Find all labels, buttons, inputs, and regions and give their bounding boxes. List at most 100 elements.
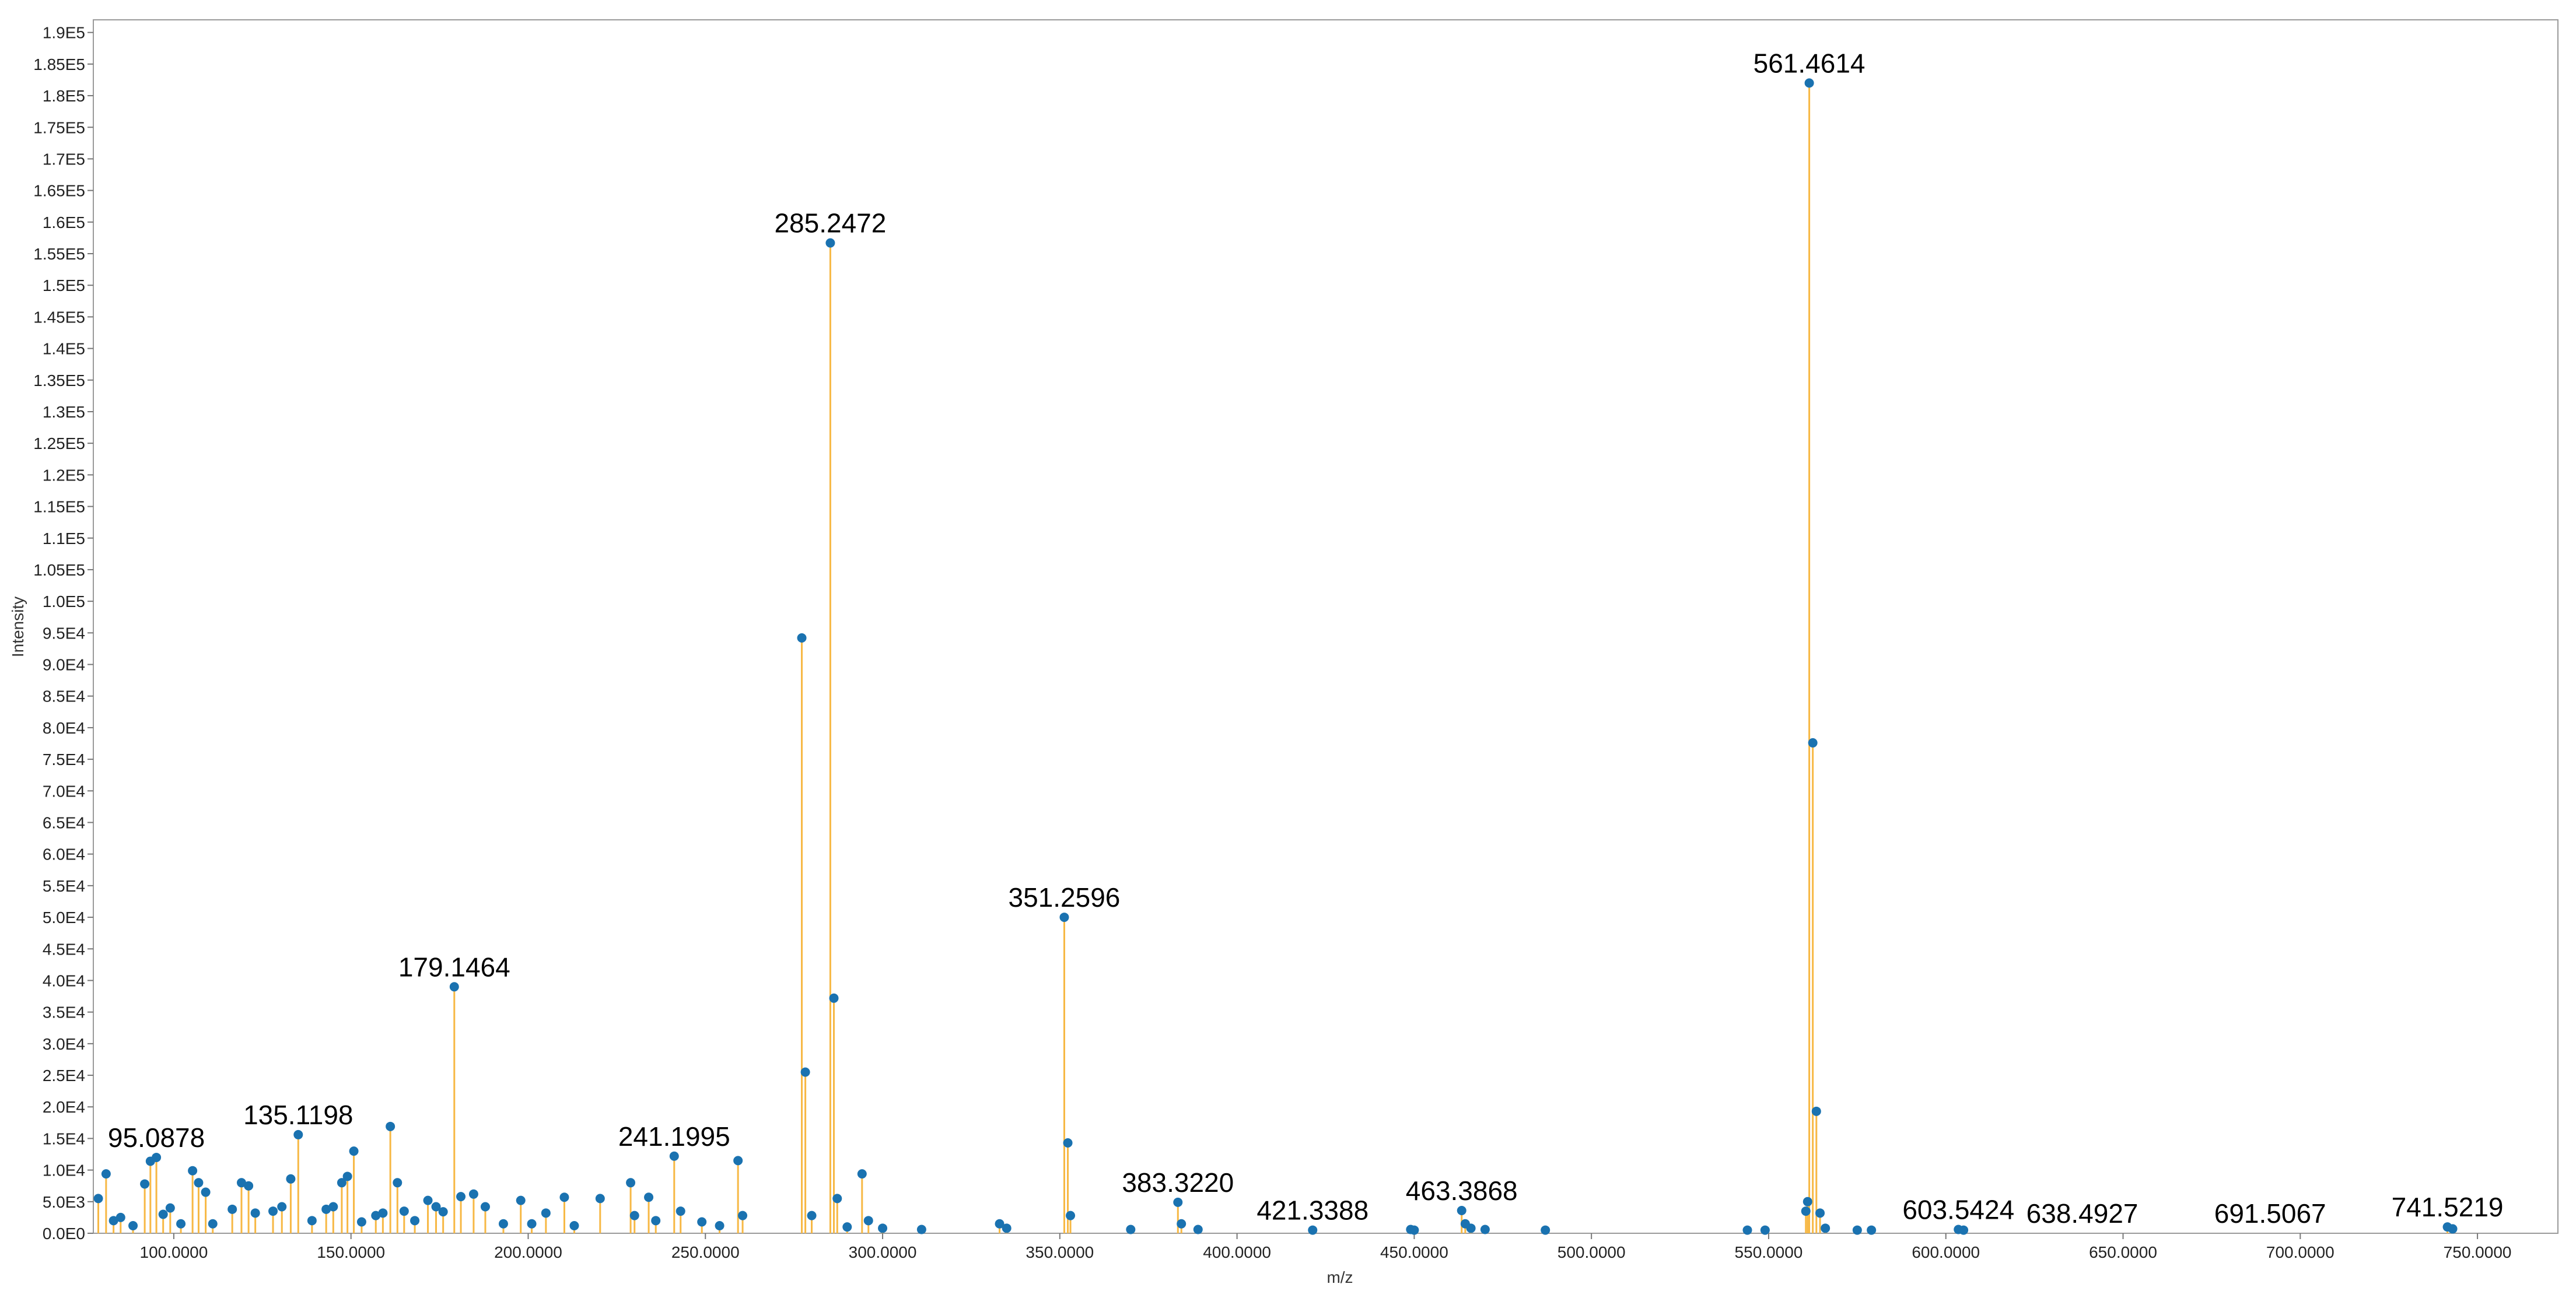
y-tick-label: 5.0E3 (43, 1193, 85, 1211)
peak-marker (1803, 1197, 1812, 1206)
peak-marker (250, 1208, 260, 1218)
y-tick-label: 1.7E5 (43, 150, 85, 168)
peak-label: 241.1995 (618, 1121, 730, 1152)
peak-marker (669, 1151, 679, 1161)
peak-marker (410, 1216, 420, 1226)
peak-marker (268, 1206, 278, 1216)
x-tick-label: 150.0000 (317, 1243, 385, 1261)
peak-marker (1541, 1225, 1550, 1235)
peak-label: 421.3388 (1256, 1195, 1368, 1226)
peak-marker (1193, 1225, 1203, 1234)
y-tick-label: 1.15E5 (33, 498, 85, 516)
y-tick-label: 5.0E4 (43, 908, 85, 927)
y-tick-label: 1.3E5 (43, 403, 85, 421)
x-tick-label: 600.0000 (1912, 1243, 1980, 1261)
y-tick-label: 7.0E4 (43, 782, 85, 800)
peak-marker (307, 1216, 317, 1226)
y-tick-label: 1.0E5 (43, 592, 85, 611)
x-tick-label: 550.0000 (1735, 1243, 1803, 1261)
y-tick-label: 2.5E4 (43, 1067, 85, 1085)
y-axis-label: Intensity (9, 597, 27, 657)
y-tick-label: 1.25E5 (33, 434, 85, 452)
plot-frame (93, 19, 2558, 1234)
peak-marker (1821, 1223, 1831, 1233)
y-tick-label: 9.0E4 (43, 656, 85, 674)
peak-marker (832, 1194, 842, 1204)
y-tick-label: 1.35E5 (33, 371, 85, 390)
peak-marker (1815, 1208, 1825, 1218)
y-tick-label: 1.4E5 (43, 340, 85, 358)
peak-marker (1002, 1223, 1012, 1233)
y-tick-label: 4.5E4 (43, 940, 85, 958)
peak-marker (1742, 1225, 1752, 1235)
peak-marker (393, 1178, 402, 1188)
peak-marker (1066, 1211, 1076, 1220)
peak-label: 691.5067 (2214, 1198, 2326, 1229)
y-tick-label: 3.5E4 (43, 1004, 85, 1022)
y-tick-label: 1.1E5 (43, 529, 85, 548)
peak-marker (431, 1202, 441, 1212)
peak-marker (188, 1166, 198, 1176)
peak-marker (116, 1212, 125, 1222)
x-tick-label: 750.0000 (2444, 1243, 2512, 1261)
peak-marker (208, 1219, 218, 1229)
peak-marker (93, 1194, 103, 1204)
peak-marker (328, 1202, 338, 1212)
peak-marker (807, 1211, 817, 1220)
peak-marker (733, 1156, 743, 1166)
peak-marker (829, 993, 839, 1003)
x-tick-label: 700.0000 (2266, 1243, 2334, 1261)
peak-label: 561.4614 (1754, 48, 1866, 78)
peak-marker (438, 1207, 448, 1217)
peak-marker (176, 1219, 186, 1229)
peak-marker (842, 1222, 852, 1232)
peak-marker (293, 1129, 303, 1139)
peak-marker (1126, 1225, 1136, 1234)
peak-marker (1480, 1225, 1490, 1234)
y-tick-label: 2.0E4 (43, 1098, 85, 1116)
x-tick-label: 400.0000 (1203, 1243, 1271, 1261)
y-tick-label: 6.5E4 (43, 813, 85, 832)
peak-marker (676, 1206, 685, 1216)
peak-marker (1804, 78, 1814, 88)
x-tick-label: 350.0000 (1026, 1243, 1094, 1261)
x-tick-label: 100.0000 (140, 1243, 208, 1261)
peak-marker (1811, 1106, 1821, 1116)
peak-marker (277, 1202, 287, 1212)
peak-marker (1801, 1206, 1811, 1216)
peak-marker (651, 1216, 661, 1226)
peak-marker (498, 1219, 508, 1229)
peak-marker (337, 1178, 346, 1188)
y-tick-label: 5.5E4 (43, 877, 85, 895)
peak-label: 463.3868 (1406, 1176, 1518, 1206)
peak-marker (101, 1169, 111, 1179)
peak-marker (541, 1208, 551, 1218)
peak-marker (857, 1169, 867, 1179)
y-tick-label: 1.85E5 (33, 55, 85, 73)
peak-marker (386, 1121, 396, 1131)
y-tick-label: 1.8E5 (43, 87, 85, 105)
peak-marker (349, 1146, 359, 1156)
peak-marker (697, 1217, 707, 1227)
y-tick-label: 8.0E4 (43, 719, 85, 737)
peak-marker (480, 1202, 490, 1212)
x-axis-label: m/z (1326, 1268, 1353, 1286)
peak-label: 741.5219 (2392, 1192, 2504, 1222)
peak-marker (371, 1211, 381, 1220)
peak-marker (399, 1206, 409, 1216)
peak-marker (825, 238, 835, 248)
peak-marker (800, 1067, 810, 1077)
peak-label: 285.2472 (774, 208, 886, 238)
peak-label: 135.1198 (243, 1100, 353, 1130)
peak-marker (165, 1203, 175, 1213)
y-tick-label: 7.5E4 (43, 750, 85, 769)
peak-marker (1808, 738, 1818, 748)
peak-marker (128, 1220, 138, 1230)
y-tick-label: 1.75E5 (33, 118, 85, 136)
peak-marker (1852, 1225, 1862, 1235)
peak-marker (569, 1220, 579, 1230)
y-tick-label: 1.45E5 (33, 308, 85, 326)
peak-marker (878, 1223, 888, 1233)
